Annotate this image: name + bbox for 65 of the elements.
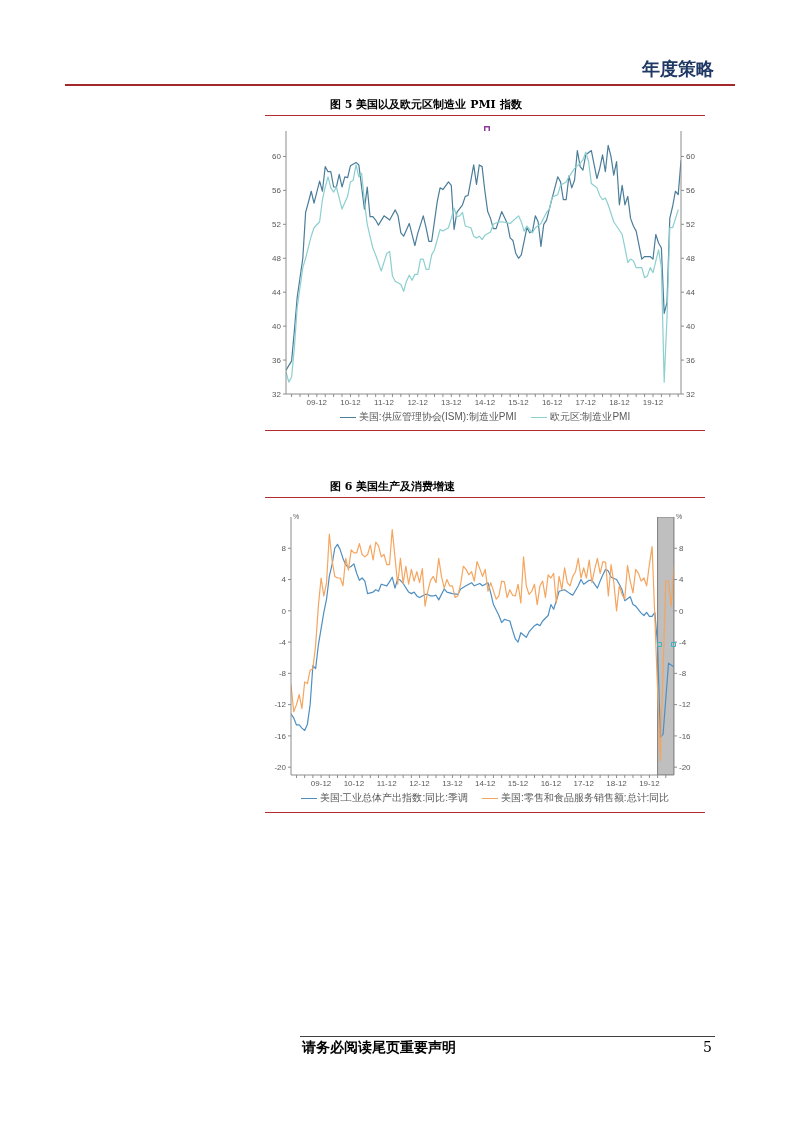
x-tick-label: 15-12 [507,778,529,788]
y-tick-label: 0 [281,606,287,616]
y2-tick-label: 56 [686,186,696,196]
x-tick-label: 19-12 [639,778,661,788]
legend-label: 美国:供应管理协会(ISM):制造业PMI [358,410,517,424]
legend-label: 欧元区:制造业PMI [549,410,631,424]
x-tick-label: 10-12 [343,778,365,788]
y-tick-label: -20 [274,763,287,773]
y-tick-label: 44 [272,288,282,298]
x-tick-label: 19-12 [642,397,664,407]
line-series [291,543,674,739]
chart-title: 图 5 美国以及欧元区制造业 PMI 指数 [330,98,522,111]
y2-tick-label: 36 [686,355,696,365]
x-tick-label: 14-12 [475,778,497,788]
x-tick-label: 10-12 [340,397,362,407]
y-tick-label: -16 [274,731,287,741]
x-tick-label: 16-12 [541,397,563,407]
y2-tick-label: 52 [686,220,696,230]
y2-tick-label: 44 [686,288,696,298]
legend-label: 美国:工业总体产出指数:同比:季调 [319,791,468,805]
y-tick-label: -4 [278,637,287,647]
y2-tick-label: 4 [679,575,684,585]
y2-tick-label: 40 [686,321,696,331]
text: 请务必阅读尾页重要声明 [302,1039,456,1055]
y-tick-label: -8 [278,669,287,679]
y-tick-label: -12 [274,700,287,710]
x-tick-label: 15-12 [508,397,530,407]
x-tick-label: 16-12 [540,778,562,788]
y2-tick-label: 0 [679,606,684,616]
y-tick-label: 32 [272,389,282,399]
y-tick-label: 40 [272,321,282,331]
y-tick-label: 48 [272,254,282,264]
x-tick-label: 09-12 [310,778,332,788]
line-series [291,528,674,762]
y-tick-label: 56 [272,186,282,196]
x-tick-label: 12-12 [409,778,431,788]
x-tick-label: 17-12 [573,778,595,788]
chart-title: 图 6 美国生产及消费增速 [330,480,456,493]
y2-tick-label: -16 [679,731,692,741]
y2-tick-label: -20 [679,763,692,773]
x-tick-label: 09-12 [306,397,328,407]
legend-label: 美国:零售和食品服务销售额:总计:同比 [501,791,670,805]
y-tick-label: 8 [281,544,287,554]
y-tick-label: 60 [272,152,282,162]
y-tick-label: 52 [272,220,282,230]
y2-tick-label: 8 [679,544,684,554]
x-tick-label: 13-12 [441,397,463,407]
y-tick-label: 36 [272,355,282,365]
text: 年度策略 [642,58,714,79]
x-tick-label: 17-12 [575,397,597,407]
x-tick-label: 14-12 [474,397,496,407]
y-tick-label: 4 [281,575,287,585]
y2-tick-label: 60 [686,152,696,162]
x-tick-label: 18-12 [606,778,628,788]
y2-tick-label: 48 [686,254,696,264]
x-tick-label: 11-12 [376,778,398,788]
x-tick-label: 12-12 [407,397,429,407]
x-tick-label: 11-12 [374,397,395,407]
x-tick-label: 13-12 [442,778,464,788]
y2-tick-label: -4 [679,637,687,647]
y2-tick-label: -12 [679,700,692,710]
x-tick-label: 18-12 [609,397,631,407]
y2-tick-label: 32 [686,389,696,399]
text: 5 [703,1039,712,1055]
y2-tick-label: -8 [679,669,687,679]
